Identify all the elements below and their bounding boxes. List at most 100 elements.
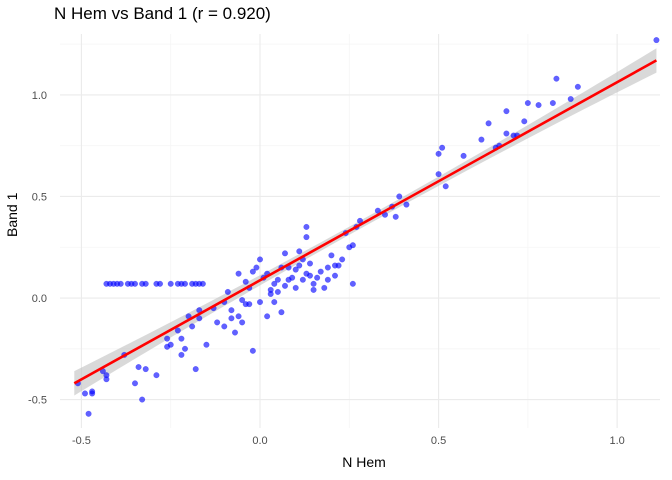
- data-point: [196, 315, 203, 322]
- data-point: [131, 380, 139, 387]
- data-point: [396, 193, 403, 200]
- data-point: [317, 268, 324, 275]
- data-point: [228, 307, 235, 314]
- data-point: [189, 323, 196, 330]
- data-point: [292, 284, 299, 291]
- data-point: [153, 372, 160, 379]
- data-point: [549, 100, 556, 107]
- data-point: [142, 366, 149, 373]
- points-layer: [74, 37, 660, 417]
- data-point: [306, 272, 314, 279]
- data-point: [131, 280, 139, 287]
- data-point: [503, 108, 510, 115]
- data-point: [164, 335, 171, 342]
- data-point: [435, 150, 442, 157]
- data-point: [289, 274, 296, 281]
- data-point: [178, 351, 185, 358]
- x-tick-labels: -0.5 0.0 0.5 1.0: [72, 435, 625, 447]
- data-point: [460, 152, 467, 159]
- data-point: [89, 390, 96, 397]
- x-axis-label: N Hem: [342, 454, 386, 470]
- data-point: [574, 83, 581, 90]
- data-point: [392, 213, 399, 220]
- data-point: [335, 262, 342, 269]
- data-point: [271, 280, 278, 287]
- data-point: [246, 301, 253, 308]
- data-point: [292, 266, 299, 273]
- y-tick-label: 0.5: [32, 191, 47, 203]
- data-point: [328, 252, 335, 259]
- data-point: [256, 256, 264, 263]
- data-point: [117, 280, 124, 287]
- data-point: [139, 396, 146, 403]
- major-grid: [60, 34, 660, 428]
- data-point: [439, 144, 446, 151]
- data-point: [296, 248, 303, 255]
- data-point: [228, 315, 235, 322]
- data-point: [653, 37, 660, 44]
- data-point: [306, 260, 314, 267]
- data-point: [142, 280, 149, 287]
- data-point: [85, 410, 92, 417]
- x-tick-label: -0.5: [72, 435, 91, 447]
- chart-title: N Hem vs Band 1 (r = 0.920): [54, 4, 271, 23]
- data-point: [156, 280, 164, 287]
- data-point: [485, 120, 492, 127]
- x-tick-label: 0.0: [252, 435, 267, 447]
- data-point: [278, 309, 285, 316]
- data-point: [303, 223, 310, 230]
- data-point: [324, 276, 331, 283]
- data-point: [242, 278, 249, 285]
- data-point: [296, 262, 303, 269]
- y-tick-label: -0.5: [28, 395, 47, 407]
- y-tick-labels: -0.5 0.0 0.5 1.0: [28, 90, 47, 407]
- data-point: [521, 118, 528, 125]
- data-point: [199, 280, 206, 287]
- data-point: [135, 364, 142, 371]
- data-point: [167, 280, 174, 287]
- data-point: [253, 264, 260, 271]
- data-point: [274, 276, 281, 283]
- x-tick-label: 0.5: [431, 435, 446, 447]
- data-point: [181, 280, 189, 287]
- data-point: [267, 286, 274, 293]
- data-point: [442, 183, 449, 190]
- data-point: [535, 102, 542, 109]
- data-point: [524, 100, 531, 107]
- data-point: [178, 335, 185, 342]
- data-point: [553, 75, 560, 82]
- y-tick-label: 0.0: [32, 293, 47, 305]
- data-point: [192, 366, 199, 373]
- data-point: [174, 327, 181, 334]
- data-point: [314, 274, 321, 281]
- data-point: [281, 250, 289, 257]
- data-point: [299, 276, 306, 283]
- y-tick-label: 1.0: [32, 90, 47, 102]
- x-tick-label: 1.0: [609, 435, 624, 447]
- data-point: [249, 268, 256, 275]
- data-point: [331, 272, 339, 279]
- data-point: [224, 288, 231, 295]
- data-point: [203, 341, 210, 348]
- data-point: [478, 136, 485, 143]
- data-point: [103, 376, 110, 383]
- data-point: [310, 280, 317, 287]
- data-point: [503, 130, 510, 137]
- data-point: [321, 284, 328, 291]
- data-point: [256, 299, 264, 306]
- data-point: [181, 345, 189, 352]
- data-point: [214, 319, 221, 326]
- minor-grid: [60, 34, 660, 428]
- data-point: [339, 256, 346, 263]
- data-point: [403, 201, 410, 208]
- data-point: [349, 242, 356, 249]
- data-point: [264, 313, 271, 320]
- fit-line-layer: [73, 59, 658, 385]
- data-point: [435, 171, 442, 178]
- data-point: [271, 299, 278, 306]
- data-point: [249, 347, 256, 354]
- data-point: [281, 282, 289, 289]
- data-point: [235, 270, 242, 277]
- data-point: [231, 329, 239, 336]
